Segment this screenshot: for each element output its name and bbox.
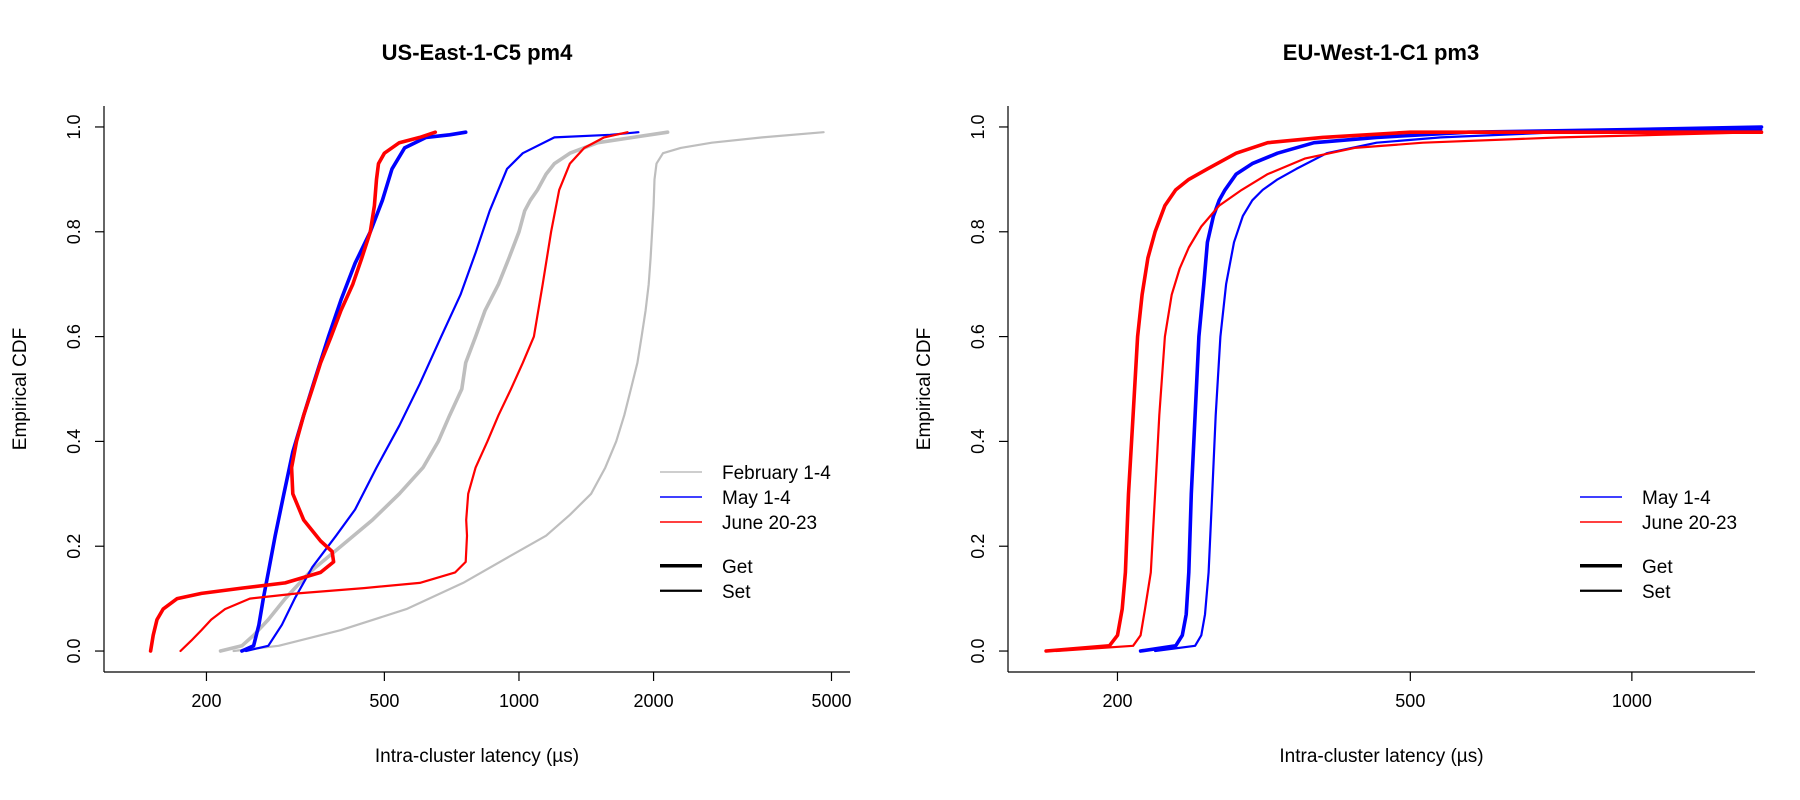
y-tick-label: 1.0 — [968, 114, 988, 139]
series-line-february-1-4-set — [232, 131, 825, 653]
y-tick-label: 0.6 — [64, 324, 84, 349]
series-line-june-20-23-set — [1054, 131, 1763, 653]
series-line-june-20-23-get — [148, 130, 438, 653]
y-axis-label: Empirical CDF — [914, 328, 935, 450]
legend-label: June 20-23 — [1642, 513, 1737, 534]
y-axis-label: Empirical CDF — [10, 328, 31, 450]
y-tick-label: 0.2 — [64, 534, 84, 559]
legend-label: Set — [722, 582, 751, 603]
series-line-may-1-4-get — [240, 130, 468, 653]
right-panel-eu-west: EU-West-1-C1 pm3 200 500 1000 0.0 0.2 0.4 0.6 0.… — [914, 40, 1764, 767]
y-tick-label: 0.0 — [64, 639, 84, 664]
x-tick-label: 500 — [369, 691, 399, 711]
series-line-may-1-4-get — [1138, 125, 1764, 653]
y-tick-label: 0.4 — [64, 429, 84, 454]
x-tick-label: 1000 — [499, 691, 539, 711]
legend-label: May 1-4 — [1642, 488, 1711, 509]
legend-label: Get — [722, 557, 753, 578]
series-line-may-1-4-set — [244, 131, 640, 653]
chart-title: US-East-1-C5 pm4 — [382, 40, 573, 65]
legend-label: Set — [1642, 582, 1671, 603]
y-tick-label: 0.8 — [64, 219, 84, 244]
x-axis-label: Intra-cluster latency (µs) — [375, 746, 579, 767]
legend-label: Get — [1642, 557, 1673, 578]
y-tick-label: 0.0 — [968, 639, 988, 664]
x-tick-label: 200 — [191, 691, 221, 711]
x-tick-label: 500 — [1395, 691, 1425, 711]
x-tick-label: 1000 — [1612, 691, 1652, 711]
series-line-june-20-23-set — [179, 131, 629, 653]
series-line-february-1-4-get — [218, 130, 670, 653]
left-panel-us-east: US-East-1-C5 pm4 200 500 1000 2000 5000 0.0 0.2… — [10, 40, 852, 767]
y-tick-label: 0.2 — [968, 534, 988, 559]
legend-label: May 1-4 — [722, 488, 791, 509]
y-tick-label: 0.8 — [968, 219, 988, 244]
y-tick-label: 1.0 — [64, 114, 84, 139]
series-line-june-20-23-get — [1044, 130, 1764, 653]
series-line-may-1-4-set — [1153, 128, 1763, 653]
legend-label: June 20-23 — [722, 513, 817, 534]
x-tick-label: 2000 — [634, 691, 674, 711]
y-tick-label: 0.4 — [968, 429, 988, 454]
x-axis-label: Intra-cluster latency (µs) — [1279, 746, 1483, 767]
x-tick-label: 5000 — [811, 691, 851, 711]
x-tick-label: 200 — [1102, 691, 1132, 711]
chart-title: EU-West-1-C1 pm3 — [1283, 40, 1479, 65]
y-tick-label: 0.6 — [968, 324, 988, 349]
legend-label: February 1-4 — [722, 463, 831, 484]
